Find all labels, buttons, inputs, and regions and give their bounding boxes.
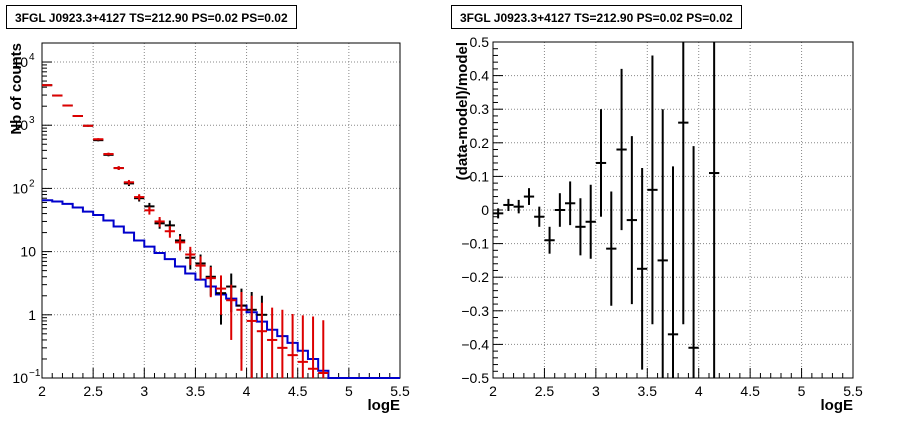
x-tick-label: 2.5 [83, 383, 103, 399]
x-tick-label: 4.5 [288, 383, 308, 399]
x-tick-label: 2.5 [535, 383, 555, 399]
x-tick-label: 2 [489, 383, 497, 399]
plot-frame [41, 42, 401, 379]
x-tick-label: 5 [345, 383, 353, 399]
x-axis-label: logE [368, 397, 401, 414]
x-tick-label: 5.5 [390, 383, 410, 399]
y-tick-exponent: 4 [29, 52, 35, 63]
y-tick-label: 1 [28, 307, 36, 323]
residuals-plot-panel: 2 2.5 3 3.5 4 4.5 5 5.5 logE −0.5 −0.4 −0.3 −0.2 −0.1… [449, 0, 898, 421]
y-tick-label: 0 [481, 202, 489, 218]
y-tick-label: −0.5 [461, 370, 489, 386]
y-tick-label: 10 [12, 370, 28, 386]
x-tick-label: 2 [38, 383, 46, 399]
x-tick-label: 4.5 [740, 383, 760, 399]
counts-plot-panel: 2 2.5 3 3.5 4 4.5 5 5.5 logE 10 −1 1 10 10 2 10 3 10 4 Nb o… [6, 5, 410, 414]
y-axis-label: Nb of counts [8, 43, 25, 135]
y-tick-label: −0.2 [461, 269, 489, 285]
x-tick-label: 3.5 [638, 383, 658, 399]
y-tick-label: 0.1 [470, 168, 490, 184]
y-tick-label: 0.3 [470, 101, 490, 117]
y-tick-exponent: −1 [29, 368, 41, 379]
x-tick-label: 5.5 [843, 383, 863, 399]
y-tick-label: −0.1 [461, 236, 489, 252]
x-tick-label: 3 [592, 383, 600, 399]
y-tick-label: −0.4 [461, 336, 489, 352]
y-tick-label: 0.5 [470, 34, 490, 50]
y-axis-label: (data-model)/model [454, 42, 471, 180]
y-tick-label: 10 [12, 180, 28, 196]
counts-plot-title: 3FGL J0923.3+4127 TS=212.90 PS=0.02 PS=0… [6, 5, 297, 29]
x-tick-label: 3 [140, 383, 148, 399]
x-tick-label: 5 [798, 383, 806, 399]
y-tick-label: 10 [20, 244, 36, 260]
y-tick-label: 10 [12, 117, 28, 133]
y-tick-label: 0.4 [470, 68, 490, 84]
x-tick-label: 3.5 [186, 383, 206, 399]
residuals-plot-title: 3FGL J0923.3+4127 TS=212.90 PS=0.02 PS=0… [451, 5, 742, 29]
y-tick-exponent: 2 [29, 178, 35, 189]
y-tick-label: −0.3 [461, 303, 489, 319]
y-tick-label: 10 [12, 54, 28, 70]
model-histogram-line [42, 199, 400, 379]
x-tick-label: 4 [695, 383, 703, 399]
x-axis-label: logE [821, 397, 854, 414]
x-tick-label: 4 [243, 383, 251, 399]
y-tick-label: 0.2 [470, 135, 490, 151]
y-tick-exponent: 3 [29, 115, 35, 126]
